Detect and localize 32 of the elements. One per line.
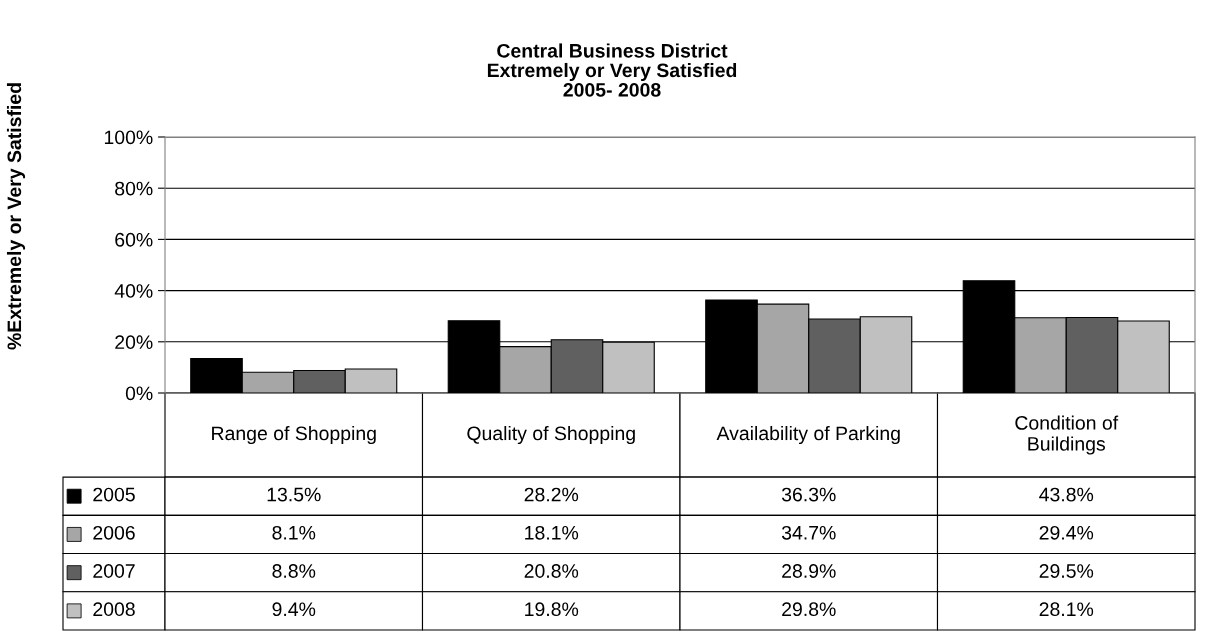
y-tick-label: 80% <box>115 181 153 196</box>
data-label: 8.1% <box>272 525 316 540</box>
legend-label: 2007 <box>93 564 135 578</box>
data-label: 8.8% <box>272 564 316 578</box>
data-label: 9.4% <box>272 602 316 617</box>
data-label: 29.8% <box>782 602 836 617</box>
legend-label: 2008 <box>93 602 135 617</box>
data-label: 28.1% <box>1039 602 1094 617</box>
x-tick-label: Availability of Parking <box>716 425 900 445</box>
data-label: 28.2% <box>524 487 579 502</box>
data-label: 34.7% <box>781 525 836 540</box>
data-label: 28.9% <box>782 564 836 578</box>
data-label: 18.1% <box>525 525 579 540</box>
legend-label: 2006 <box>93 525 135 540</box>
chart-title: Central Business District Extremely or Very Satisfied 2005- 2008 <box>487 43 737 97</box>
data-label: 13.5% <box>267 487 321 502</box>
y-tick-label: 100% <box>104 130 153 145</box>
data-label: 29.5% <box>1039 564 1094 578</box>
y-tick-label: 60% <box>115 232 153 247</box>
data-label: 20.8% <box>524 564 579 578</box>
x-tick-label: Quality of Shopping <box>467 425 635 445</box>
legend-label: 2005 <box>93 487 135 502</box>
y-tick-label: 40% <box>114 284 153 298</box>
data-label: 43.8% <box>1039 487 1094 502</box>
y-axis-title: %Extremely or Very Satisfied <box>6 83 26 350</box>
y-tick-label: 0% <box>125 386 153 401</box>
x-tick-label: Condition of Buildings <box>1015 415 1119 455</box>
data-label: 19.8% <box>525 602 579 617</box>
data-label: 36.3% <box>781 487 836 502</box>
data-label: 29.4% <box>1039 525 1094 540</box>
y-tick-label: 20% <box>115 335 153 350</box>
x-tick-label: Range of Shopping <box>212 425 376 445</box>
